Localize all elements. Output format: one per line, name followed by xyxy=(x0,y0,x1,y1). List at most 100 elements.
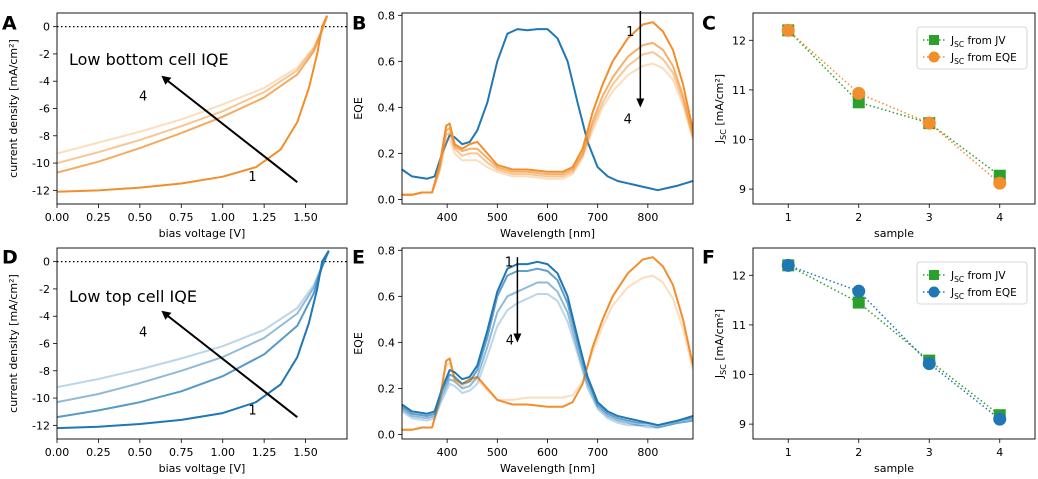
series-line xyxy=(788,264,1001,420)
plot-area xyxy=(781,23,1007,190)
series-line-bottom-faint xyxy=(402,274,693,431)
trend-arrowhead xyxy=(161,75,172,85)
data-point-square xyxy=(852,296,865,309)
curve-label-4: 4 xyxy=(139,89,147,104)
series-line-2 xyxy=(402,267,693,427)
y-axis-label: JSC [mA/cm²] xyxy=(713,74,728,144)
y-axis-label: EQE xyxy=(352,332,365,355)
x-tick-label: 4 xyxy=(996,446,1003,459)
series-line-3 xyxy=(402,281,693,429)
data-point-circle xyxy=(922,116,936,130)
x-tick-label: 400 xyxy=(437,211,458,224)
data-point-circle xyxy=(993,412,1007,426)
y-axis-label: JSC [mA/cm²] xyxy=(713,309,728,379)
x-tick-label: 600 xyxy=(537,446,558,459)
x-tick-label: 4 xyxy=(996,211,1003,224)
y-tick-label: 9 xyxy=(739,418,746,431)
series-line-4 xyxy=(402,62,693,196)
series-line-2 xyxy=(57,15,329,174)
y-tick-label: -10 xyxy=(32,157,50,170)
y-tick-label: -10 xyxy=(32,392,50,405)
series-line xyxy=(787,29,1001,177)
data-point-square xyxy=(852,96,865,109)
x-tick-label: 0.00 xyxy=(45,446,70,459)
panel-letter: C xyxy=(702,13,716,35)
x-axis-label: sample xyxy=(874,462,914,475)
series-line-1 xyxy=(402,21,693,196)
axes-frame xyxy=(401,12,694,205)
plot-area xyxy=(402,21,693,196)
y-tick-label: 0.2 xyxy=(378,382,396,395)
x-tick-label: 700 xyxy=(587,211,608,224)
series-line-bottom xyxy=(402,256,693,431)
x-tick-label: 3 xyxy=(926,211,933,224)
x-tick-label: 2 xyxy=(855,446,862,459)
data-point-circle xyxy=(781,258,795,272)
trend-arrowhead xyxy=(161,310,172,320)
x-tick-label: 700 xyxy=(587,446,608,459)
data-point-circle xyxy=(852,86,866,100)
y-tick-label: -4 xyxy=(39,75,50,88)
plot-area xyxy=(57,250,347,430)
data-point-circle xyxy=(781,23,795,37)
x-axis-label: Wavelength [nm] xyxy=(500,227,595,240)
trend-arrow xyxy=(164,312,298,418)
y-tick-label: 0.6 xyxy=(378,290,396,303)
x-tick-label: 0.25 xyxy=(86,446,111,459)
curve-label-4: 4 xyxy=(506,334,514,349)
legend-entry: JSC from EQE xyxy=(950,287,1017,301)
x-axis-label: Wavelength [nm] xyxy=(500,462,595,475)
x-tick-label: 1.00 xyxy=(210,446,235,459)
x-tick-label: 1.25 xyxy=(252,211,277,224)
series-line-1 xyxy=(57,250,330,430)
series-line xyxy=(787,29,1001,184)
y-tick-label: 0.4 xyxy=(378,101,396,114)
y-axis-label: current density [mA/cm²] xyxy=(7,39,20,178)
y-tick-label: 10 xyxy=(732,134,746,147)
trend-arrow xyxy=(164,77,298,183)
x-tick-label: 0.25 xyxy=(86,211,111,224)
y-tick-label: -4 xyxy=(39,310,50,323)
legend-marker-square xyxy=(929,35,939,45)
plot-area xyxy=(402,256,693,431)
series-line-3 xyxy=(402,51,693,196)
panel-letter: D xyxy=(2,247,18,269)
panel-letter: F xyxy=(702,247,715,269)
y-tick-label: 0.8 xyxy=(378,244,396,257)
x-tick-label: 0.75 xyxy=(169,211,194,224)
panel-b: B 400 500 600 700 800 0.0 0.2 0.4 0.6 0.8 Wavelengt… xyxy=(352,9,694,240)
x-tick-label: 2 xyxy=(855,211,862,224)
y-tick-label: -2 xyxy=(39,48,50,61)
curve-label-4: 4 xyxy=(624,112,632,127)
x-tick-label: 1.00 xyxy=(210,211,235,224)
panel-d: D 0.00 0.25 0.50 0.75 1.00 1.25 1.50 0 -2 -4 -6 -8 -1… xyxy=(2,247,348,475)
y-tick-label: 10 xyxy=(732,369,746,382)
legend-marker-square xyxy=(929,270,939,280)
y-tick-label: 0.8 xyxy=(378,9,396,22)
x-tick-label: 1.50 xyxy=(293,211,318,224)
plot-area xyxy=(57,15,347,193)
y-tick-label: 11 xyxy=(732,319,746,332)
axes-frame xyxy=(752,12,1036,205)
panel-a: A 0.00 0.25 0.50 0.75 1.00 1.25 1.50 0 -2 -4 -6 -8 -1… xyxy=(2,12,348,240)
x-axis-label: sample xyxy=(874,227,914,240)
y-tick-label: 0.2 xyxy=(378,147,396,160)
y-tick-label: 0.4 xyxy=(378,336,396,349)
axes-frame xyxy=(56,12,348,205)
x-tick-label: 600 xyxy=(537,211,558,224)
series-line-1 xyxy=(402,260,693,427)
legend: JSC from JV JSC from EQE xyxy=(916,26,1028,70)
axes-frame xyxy=(752,247,1036,440)
y-tick-label: -12 xyxy=(32,419,50,432)
panel-letter: A xyxy=(2,13,17,35)
curve-label-1: 1 xyxy=(505,255,513,270)
legend-marker-circle xyxy=(928,286,940,298)
series-line-4 xyxy=(57,250,330,389)
y-tick-label: 0.0 xyxy=(378,428,396,441)
y-tick-label: 0.6 xyxy=(378,55,396,68)
y-tick-label: 11 xyxy=(732,84,746,97)
x-tick-label: 1 xyxy=(785,446,792,459)
curve-label-1: 1 xyxy=(248,403,256,418)
x-axis-label: bias voltage [V] xyxy=(159,462,246,475)
